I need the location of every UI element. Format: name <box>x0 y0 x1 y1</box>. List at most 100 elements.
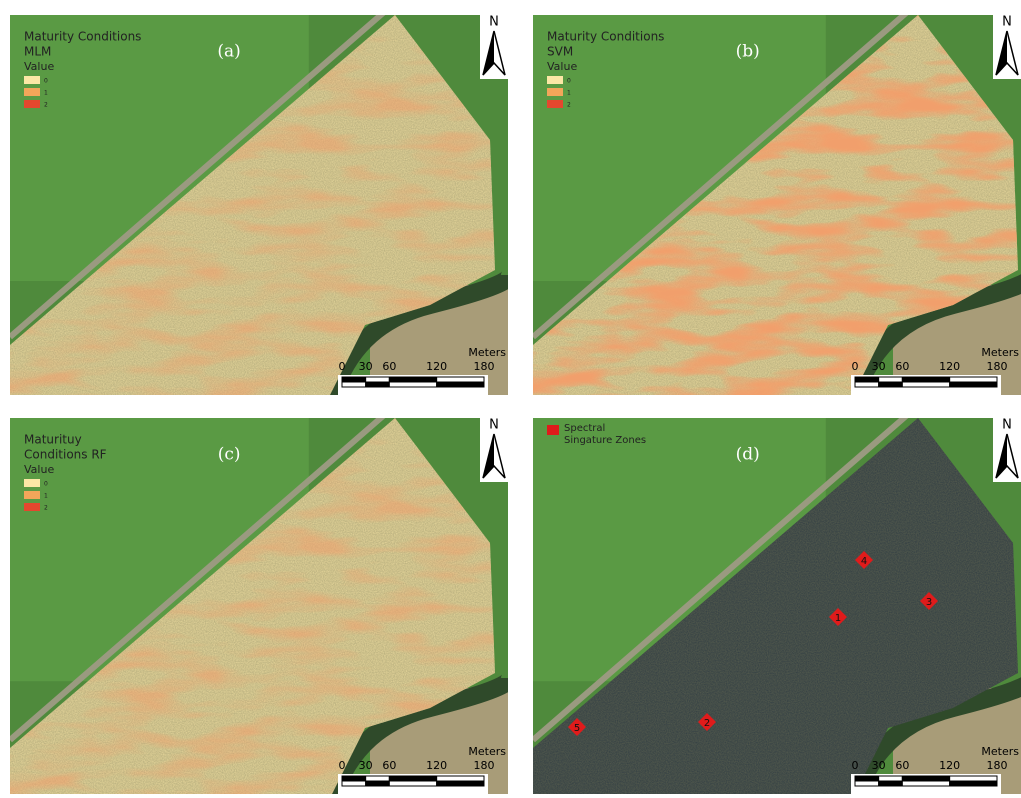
scale-segment <box>855 776 879 781</box>
scale-tick-label: 60 <box>895 360 909 373</box>
scale-segment <box>855 781 879 786</box>
scale-tick-label: 120 <box>939 360 960 373</box>
legend-title: Value <box>547 60 577 73</box>
scale-unit: Meters <box>981 346 1019 359</box>
legend-label: 1 <box>44 90 48 97</box>
scale-segment <box>879 377 903 382</box>
legend-swatch <box>547 88 563 96</box>
zone-label: 1 <box>835 613 841 624</box>
scale-tick-label: 180 <box>987 360 1008 373</box>
zone-label: 4 <box>861 556 867 567</box>
legend-label: 2 <box>44 102 48 109</box>
scale-tick-label: 30 <box>359 759 373 772</box>
zone-label: 2 <box>704 718 710 729</box>
scale-segment <box>879 776 903 781</box>
legend-label: 2 <box>44 505 48 512</box>
scale-segment <box>902 382 949 387</box>
scale-tick-label: 30 <box>359 360 373 373</box>
map-title: SVM <box>547 45 573 59</box>
north-label: N <box>1002 418 1012 433</box>
scale-unit: Meters <box>468 346 506 359</box>
scale-segment <box>342 776 366 781</box>
scale-segment <box>437 382 484 387</box>
legend-swatch <box>24 100 40 108</box>
scale-segment <box>437 781 484 786</box>
legend-swatch <box>547 100 563 108</box>
legend-label: 2 <box>567 102 571 109</box>
scale-segment <box>389 377 436 382</box>
north-label: N <box>489 15 499 30</box>
scale-tick-label: 120 <box>939 759 960 772</box>
scale-tick-label: 60 <box>382 360 396 373</box>
scale-segment <box>902 776 949 781</box>
legend-title: Value <box>24 463 54 476</box>
scale-segment <box>366 776 390 781</box>
scale-segment <box>950 781 997 786</box>
panel-label: (b) <box>736 42 760 62</box>
map-title: Maturituy <box>24 433 82 447</box>
scale-tick-label: 30 <box>872 759 886 772</box>
scale-segment <box>366 377 390 382</box>
scale-unit: Meters <box>468 745 506 758</box>
scale-segment <box>902 377 949 382</box>
scale-segment <box>366 781 390 786</box>
scale-tick-label: 180 <box>474 360 495 373</box>
scale-segment <box>879 781 903 786</box>
legend-swatch <box>24 491 40 499</box>
legend-swatch <box>547 76 563 84</box>
figure: Maturity ConditionsMLMValue012(a)NMeters… <box>0 0 1021 794</box>
legend-label: 1 <box>567 90 571 97</box>
scale-segment <box>879 382 903 387</box>
map-title: Conditions RF <box>24 448 107 462</box>
scale-segment <box>855 377 879 382</box>
north-label: N <box>1002 15 1012 30</box>
map-title: Maturity Conditions <box>24 30 141 44</box>
scale-segment <box>950 776 997 781</box>
legend-label: 0 <box>44 78 48 85</box>
zone-label: 5 <box>574 723 580 734</box>
scale-tick-label: 60 <box>382 759 396 772</box>
scale-segment <box>342 382 366 387</box>
legend-swatch <box>24 503 40 511</box>
zone-label: 3 <box>926 597 932 608</box>
legend-title: Value <box>24 60 54 73</box>
map-title: MLM <box>24 45 51 59</box>
panel-label: (c) <box>218 445 241 465</box>
scale-segment <box>366 382 390 387</box>
map-title: Maturity Conditions <box>547 30 664 44</box>
scale-segment <box>950 377 997 382</box>
scale-segment <box>437 377 484 382</box>
scale-tick-label: 180 <box>987 759 1008 772</box>
legend-label: Singature Zones <box>564 435 646 446</box>
scale-tick-label: 0 <box>852 360 859 373</box>
scale-segment <box>902 781 949 786</box>
scale-tick-label: 0 <box>852 759 859 772</box>
scale-tick-label: 30 <box>872 360 886 373</box>
panel-label: (d) <box>736 445 760 465</box>
legend-swatch <box>547 425 559 435</box>
legend-label: Spectral <box>564 423 605 434</box>
scale-segment <box>389 781 436 786</box>
scale-segment <box>389 776 436 781</box>
legend-label: 0 <box>567 78 571 85</box>
scale-segment <box>437 776 484 781</box>
legend-swatch <box>24 88 40 96</box>
scale-segment <box>950 382 997 387</box>
scale-tick-label: 60 <box>895 759 909 772</box>
legend-label: 1 <box>44 493 48 500</box>
legend-swatch <box>24 479 40 487</box>
panel-label: (a) <box>217 42 240 62</box>
scale-segment <box>342 377 366 382</box>
north-label: N <box>489 418 499 433</box>
scale-tick-label: 0 <box>339 360 346 373</box>
scale-segment <box>855 382 879 387</box>
scale-segment <box>342 781 366 786</box>
scale-tick-label: 0 <box>339 759 346 772</box>
legend-swatch <box>24 76 40 84</box>
scale-tick-label: 120 <box>426 759 447 772</box>
scale-tick-label: 120 <box>426 360 447 373</box>
